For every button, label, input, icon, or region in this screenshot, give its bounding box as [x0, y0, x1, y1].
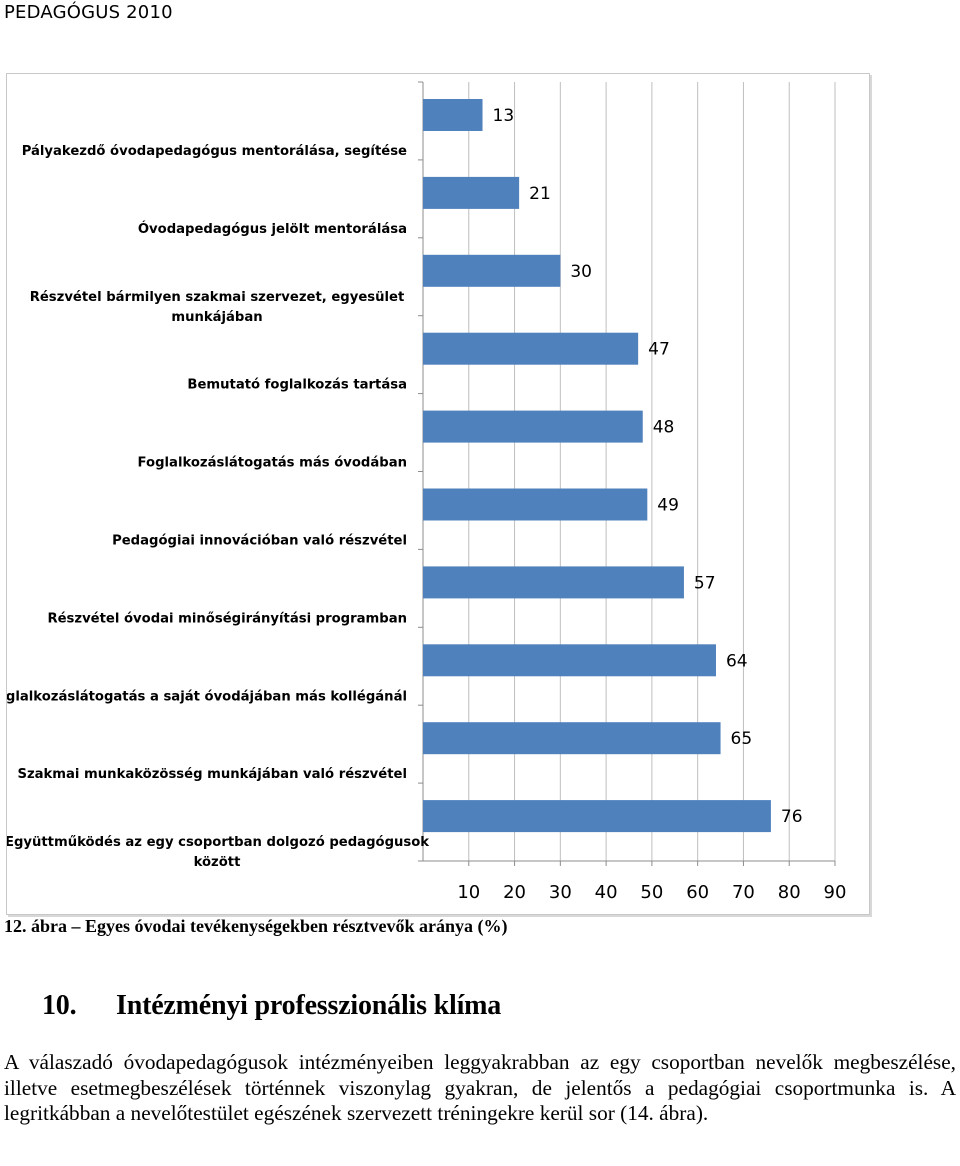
running-header: PEDAGÓGUS 2010	[4, 2, 173, 23]
x-tick-label: 60	[686, 882, 709, 903]
x-tick-label: 80	[778, 882, 801, 903]
category-label: Pályakezdő óvodapedagógus mentorálása, s…	[22, 143, 407, 159]
chart-canvas: 10 20 30 40 50 60 70 80 90 13 Pályakezdő óvodapeda…	[7, 81, 847, 903]
bar	[423, 332, 639, 365]
x-tick-label: 30	[549, 882, 572, 903]
category-label: Foglalkozáslátogatás más óvodában	[138, 455, 407, 471]
bar	[423, 644, 716, 677]
data-label: 30	[570, 262, 592, 282]
data-label: 13	[493, 106, 515, 126]
x-tick-label: 20	[503, 882, 526, 903]
x-tick-label: 90	[824, 882, 847, 903]
bar	[423, 410, 643, 443]
figure-caption: 12. ábra – Egyes óvodai tevékenységekben…	[4, 916, 508, 936]
data-label: 57	[694, 573, 716, 593]
x-tick-label: 40	[595, 882, 618, 903]
x-tick-label: 70	[732, 882, 755, 903]
category-label: Óvodapedagógus jelölt mentorálása	[138, 219, 407, 237]
bar-chart: 10 20 30 40 50 60 70 80 90 13 Pályakezdő óvodapeda…	[6, 73, 870, 915]
data-label: 76	[781, 807, 803, 827]
data-label: 49	[657, 496, 679, 516]
bar	[423, 176, 520, 209]
section-title: Intézményi professzionális klíma	[116, 990, 502, 1021]
data-label: 64	[726, 651, 748, 671]
data-label: 21	[529, 184, 551, 204]
category-label: Együttműködés az egy csoportban dolgozó …	[7, 834, 430, 850]
section-number: 10.	[42, 990, 77, 1021]
bar	[423, 566, 684, 599]
data-label: 65	[731, 729, 753, 749]
category-label: munkájában	[171, 309, 262, 325]
category-label: Szakmai munkaközösség munkájában való ré…	[17, 766, 407, 782]
category-label: Pedagógiai innovációban való részvétel	[112, 533, 407, 549]
body-paragraph: A válaszadó óvodapedagógusok intézményei…	[4, 1050, 956, 1125]
category-label: Bemutató foglalkozás tartása	[187, 377, 407, 393]
category-label: Foglalkozáslátogatás a saját óvodájában …	[7, 688, 407, 704]
bar	[423, 254, 561, 287]
x-tick-label: 50	[640, 882, 663, 903]
section-heading: 10. Intézményi professzionális klíma	[42, 990, 501, 1022]
x-tick-label: 10	[457, 882, 480, 903]
data-label: 48	[653, 418, 675, 438]
category-label: Részvétel bármilyen szakmai szervezet, e…	[30, 289, 405, 305]
bar	[423, 722, 721, 755]
bar	[423, 99, 483, 131]
bar	[423, 488, 648, 521]
bar	[423, 800, 771, 833]
category-label: között	[194, 855, 241, 870]
data-label: 47	[648, 340, 670, 360]
category-label: Részvétel óvodai minőségirányítási progr…	[47, 610, 407, 626]
